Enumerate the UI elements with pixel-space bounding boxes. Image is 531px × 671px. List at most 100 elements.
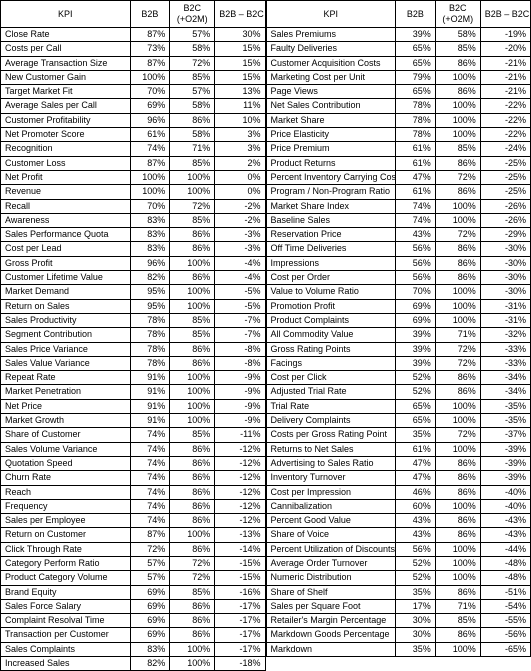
- b2b-cell: 65%: [396, 42, 436, 56]
- b2c-cell: 86%: [170, 499, 215, 513]
- b2c-cell: 100%: [435, 442, 480, 456]
- kpi-cell: Retailer's Margin Percentage: [266, 614, 396, 628]
- b2c-cell: 86%: [170, 485, 215, 499]
- diff-cell: -12%: [215, 485, 265, 499]
- b2c-cell: 100%: [435, 70, 480, 84]
- kpi-cell: Market Share: [266, 113, 396, 127]
- kpi-cell: Market Demand: [1, 285, 131, 299]
- b2c-cell: 86%: [435, 471, 480, 485]
- table-row: Customer Loss87%85%2%: [1, 156, 266, 170]
- kpi-cell: Page Views: [266, 85, 396, 99]
- b2b-cell: 74%: [130, 442, 170, 456]
- kpi-cell: Product Complaints: [266, 313, 396, 327]
- b2b-cell: 47%: [396, 170, 436, 184]
- b2b-cell: 39%: [396, 328, 436, 342]
- kpi-cell: Percent Utilization of Discounts: [266, 542, 396, 556]
- b2c-cell: 86%: [170, 271, 215, 285]
- table-row: Market Penetration91%100%-9%: [1, 385, 266, 399]
- b2b-cell: 65%: [396, 85, 436, 99]
- b2b-cell: 52%: [396, 385, 436, 399]
- diff-cell: -29%: [480, 228, 530, 242]
- kpi-cell: Customer Acquisition Costs: [266, 56, 396, 70]
- diff-cell: 3%: [215, 128, 265, 142]
- b2b-cell: 70%: [130, 199, 170, 213]
- b2c-cell: 85%: [435, 142, 480, 156]
- kpi-cell: Cost per Click: [266, 371, 396, 385]
- kpi-table-left: KPI B2B B2C(+O2M) B2B – B2C Close Rate87…: [0, 0, 266, 671]
- b2c-cell: 100%: [435, 313, 480, 327]
- kpi-cell: Price Elasticity: [266, 128, 396, 142]
- diff-cell: -26%: [480, 199, 530, 213]
- diff-cell: -18%: [215, 657, 265, 671]
- b2c-cell: 86%: [435, 585, 480, 599]
- diff-cell: -25%: [480, 170, 530, 184]
- kpi-table-right: KPI B2B B2C(+O2M) B2B – B2C Sales Premiu…: [266, 0, 531, 657]
- table-row: Program / Non-Program Ratio61%86%-25%: [266, 185, 531, 199]
- diff-cell: -5%: [215, 285, 265, 299]
- b2c-cell: 85%: [170, 70, 215, 84]
- kpi-cell: Gross Profit: [1, 256, 131, 270]
- diff-cell: -33%: [480, 356, 530, 370]
- b2b-cell: 69%: [130, 585, 170, 599]
- b2b-cell: 69%: [396, 313, 436, 327]
- kpi-cell: Awareness: [1, 213, 131, 227]
- b2b-cell: 95%: [130, 299, 170, 313]
- b2c-cell: 86%: [435, 156, 480, 170]
- b2b-cell: 83%: [130, 642, 170, 656]
- b2b-cell: 52%: [396, 571, 436, 585]
- kpi-cell: Percent Inventory Carrying Costs: [266, 170, 396, 184]
- table-row: Sales Price Variance78%86%-8%: [1, 342, 266, 356]
- table-row: Revenue100%100%0%: [1, 185, 266, 199]
- b2b-cell: 35%: [396, 428, 436, 442]
- b2b-cell: 52%: [396, 556, 436, 570]
- b2c-cell: 57%: [170, 28, 215, 42]
- kpi-cell: Adjusted Trial Rate: [266, 385, 396, 399]
- diff-cell: -24%: [480, 142, 530, 156]
- b2c-cell: 86%: [170, 113, 215, 127]
- diff-cell: -12%: [215, 499, 265, 513]
- diff-cell: -33%: [480, 342, 530, 356]
- diff-cell: -30%: [480, 271, 530, 285]
- b2b-cell: 91%: [130, 385, 170, 399]
- b2c-cell: 100%: [435, 285, 480, 299]
- b2c-cell: 86%: [435, 56, 480, 70]
- b2b-cell: 74%: [130, 142, 170, 156]
- b2b-cell: 69%: [130, 599, 170, 613]
- kpi-cell: New Customer Gain: [1, 70, 131, 84]
- table-row: Promotion Profit69%100%-31%: [266, 299, 531, 313]
- table-row: Price Premium61%85%-24%: [266, 142, 531, 156]
- b2b-cell: 60%: [396, 499, 436, 513]
- table-row: Sales per Square Foot17%71%-54%: [266, 599, 531, 613]
- table-row: Frequency74%86%-12%: [1, 499, 266, 513]
- diff-cell: -16%: [215, 585, 265, 599]
- b2c-cell: 86%: [170, 471, 215, 485]
- table-row: Net Price91%100%-9%: [1, 399, 266, 413]
- diff-cell: -35%: [480, 399, 530, 413]
- table-row: Return on Sales95%100%-5%: [1, 299, 266, 313]
- table-row: Customer Lifetime Value82%86%-4%: [1, 271, 266, 285]
- b2b-cell: 65%: [396, 414, 436, 428]
- table-row: Customer Acquisition Costs65%86%-21%: [266, 56, 531, 70]
- b2c-cell: 100%: [170, 256, 215, 270]
- b2c-cell: 86%: [170, 342, 215, 356]
- kpi-cell: Reservation Price: [266, 228, 396, 242]
- b2b-cell: 100%: [130, 170, 170, 184]
- b2b-cell: 30%: [396, 614, 436, 628]
- kpi-cell: Trial Rate: [266, 399, 396, 413]
- table-row: Cost per Click52%86%-34%: [266, 371, 531, 385]
- diff-cell: 11%: [215, 99, 265, 113]
- b2c-cell: 86%: [435, 385, 480, 399]
- table-row: Impressions56%86%-30%: [266, 256, 531, 270]
- diff-cell: -12%: [215, 456, 265, 470]
- col-header-b2c: B2C(+O2M): [435, 1, 480, 28]
- table-row: Marketing Cost per Unit79%100%-21%: [266, 70, 531, 84]
- diff-cell: 13%: [215, 85, 265, 99]
- table-row: Facings39%72%-33%: [266, 356, 531, 370]
- table-row: Reservation Price43%72%-29%: [266, 228, 531, 242]
- diff-cell: -12%: [215, 471, 265, 485]
- kpi-cell: Transaction per Customer: [1, 628, 131, 642]
- table-row: Awareness83%85%-2%: [1, 213, 266, 227]
- table-row: Markdown Goods Percentage30%86%-56%: [266, 628, 531, 642]
- kpi-cell: Cost per Impression: [266, 485, 396, 499]
- diff-cell: -3%: [215, 242, 265, 256]
